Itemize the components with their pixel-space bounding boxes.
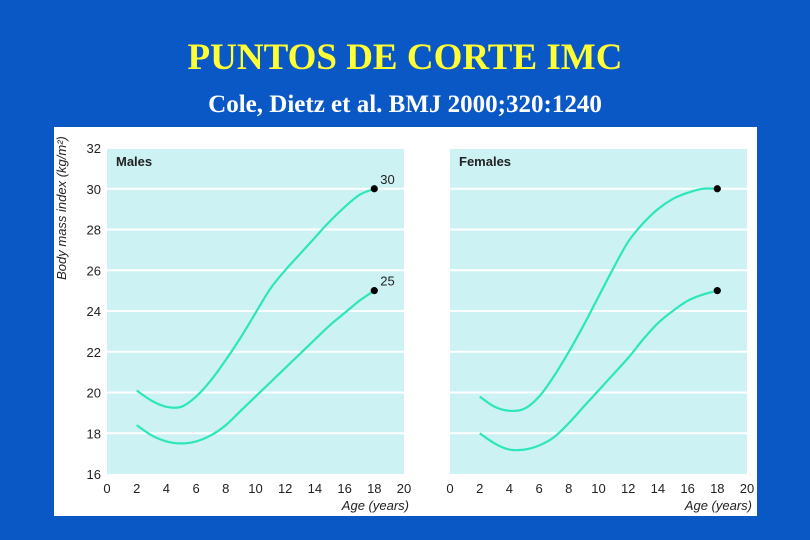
females-xtick-label: 8 (565, 481, 572, 496)
males-xtick-label: 16 (337, 481, 351, 496)
females-endpoint-marker (713, 287, 721, 295)
males-endpoint-label: 25 (380, 274, 394, 289)
males-xtick-label: 4 (163, 481, 170, 496)
females-xtick-label: 18 (710, 481, 724, 496)
females-series-line-lower (479, 289, 718, 452)
males-xtick-label: 8 (222, 481, 229, 496)
females-panel-title: Females (459, 154, 511, 169)
females-xtick-label: 14 (651, 481, 665, 496)
males-ytick-label: 22 (87, 345, 101, 360)
females-xtick-label: 16 (680, 481, 694, 496)
males-xtick-label: 14 (308, 481, 322, 496)
males-y-axis-label: Body mass index (kg/m²) (54, 136, 69, 280)
males-xtick-label: 20 (397, 481, 411, 496)
males-xtick-label: 6 (192, 481, 199, 496)
males-x-axis-label: Age (years) (341, 498, 409, 513)
males-xtick-label: 0 (103, 481, 110, 496)
males-xtick-label: 18 (367, 481, 381, 496)
bmi-figure: 16 18 20 22 24 26 28 30 32 0 2 4 6 8 10 12 14 16 18 20 Age (… (54, 127, 757, 516)
females-xtick-label: 6 (535, 481, 542, 496)
females-endpoint-marker (713, 185, 721, 193)
females-xtick-label: 10 (591, 481, 605, 496)
males-ytick-label: 28 (87, 223, 101, 238)
males-ytick-label: 18 (87, 426, 101, 441)
females-xtick-label: 0 (446, 481, 453, 496)
males-ytick-label: 20 (87, 386, 101, 401)
males-ytick-label: 32 (87, 141, 101, 156)
males-endpoint-label: 30 (380, 172, 394, 187)
slide-subtitle: Cole, Dietz et al. BMJ 2000;320:1240 (208, 91, 602, 118)
females-panel: 0 2 4 6 8 10 12 14 16 18 20 Age (years) Females (446, 147, 754, 513)
females-xtick-label: 2 (476, 481, 483, 496)
females-x-axis-label: Age (years) (684, 498, 752, 513)
males-xtick-label: 12 (278, 481, 292, 496)
females-series-line-upper (479, 187, 718, 413)
males-series-line-lower (136, 289, 375, 445)
males-panel-title: Males (116, 154, 152, 169)
males-series-line-upper (136, 187, 375, 409)
slide-title: PUNTOS DE CORTE IMC (187, 37, 623, 78)
females-xtick-label: 4 (506, 481, 513, 496)
males-ytick-label: 30 (87, 182, 101, 197)
males-endpoint-marker (370, 185, 378, 193)
males-ytick-label: 16 (87, 467, 101, 482)
males-xtick-label: 2 (133, 481, 140, 496)
females-xtick-label: 12 (621, 481, 635, 496)
males-xtick-label: 10 (248, 481, 262, 496)
males-ytick-label: 26 (87, 263, 101, 278)
males-endpoint-marker (370, 287, 378, 295)
females-xtick-label: 20 (740, 481, 754, 496)
males-ytick-label: 24 (87, 304, 101, 319)
